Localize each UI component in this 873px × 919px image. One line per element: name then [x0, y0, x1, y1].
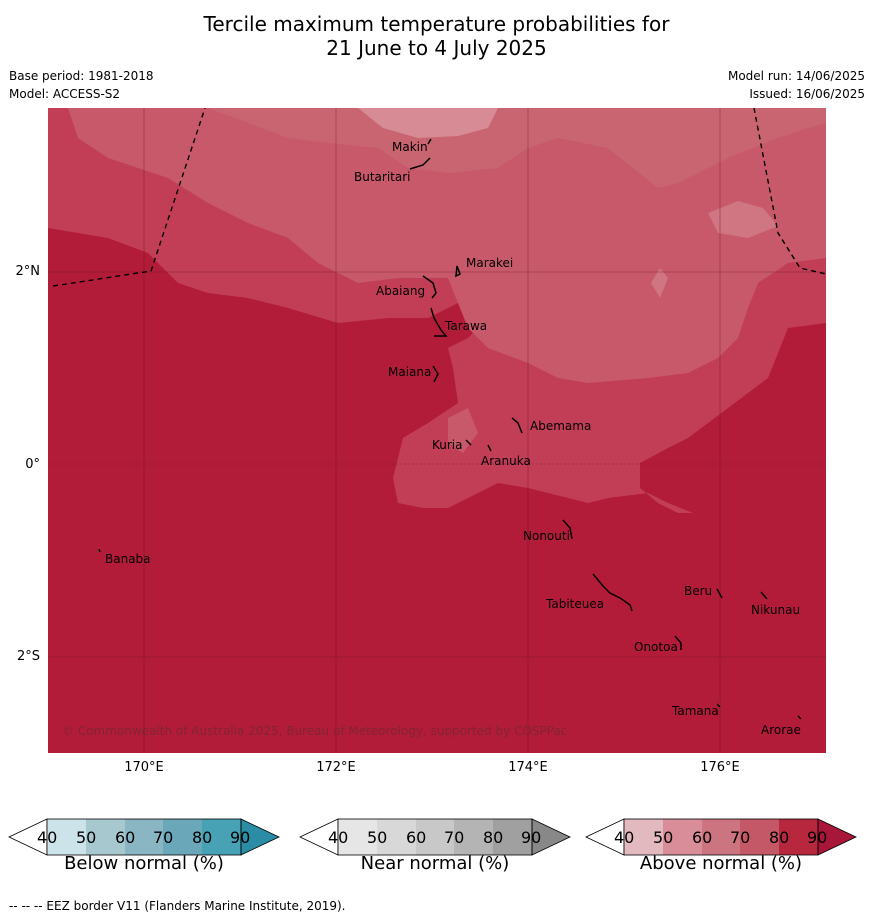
tick: 70 [444, 828, 465, 847]
lat-label-2s: 2°S [16, 649, 40, 664]
tick: 80 [483, 828, 504, 847]
zone-above-50 [358, 108, 498, 138]
place-label: Onotoa [634, 640, 678, 654]
tick: 50 [653, 828, 674, 847]
place-label: Arorae [761, 723, 801, 737]
place-label: Makin [392, 140, 428, 154]
meta-right: Model run: 14/06/2025 Issued: 16/06/2025 [728, 67, 865, 103]
tick: 70 [730, 828, 751, 847]
tick: 50 [76, 828, 97, 847]
place-label: Maiana [388, 365, 431, 379]
zone-above-60-upper [208, 108, 826, 188]
place-label: Nonouti [523, 529, 570, 543]
colorbar-near [299, 818, 571, 856]
tick: 40 [37, 828, 58, 847]
lon-label-176: 176°E [700, 760, 740, 775]
colorbar-above [585, 818, 857, 856]
tick: 60 [692, 828, 713, 847]
grid [48, 108, 826, 753]
tick: 90 [807, 828, 828, 847]
tick: 50 [367, 828, 388, 847]
patch-east-1 [708, 201, 778, 238]
lon-label-172: 172°E [316, 760, 356, 775]
place-label: Aranuka [481, 454, 531, 468]
zone-above-60 [68, 108, 826, 453]
legend-title-above: Above normal (%) [639, 853, 803, 874]
probability-map: Makin Butaritari Marakei Abaiang Tarawa … [48, 108, 826, 753]
tick: 60 [115, 828, 136, 847]
base-period: Base period: 1981-2018 [9, 69, 154, 83]
tick: 40 [328, 828, 349, 847]
place-label: Nikunau [751, 603, 800, 617]
place-label: Butaritari [354, 170, 411, 184]
title-line-2: 21 June to 4 July 2025 [326, 36, 547, 60]
tick: 40 [614, 828, 635, 847]
copyright-notice: © Commonwealth of Australia 2025, Bureau… [62, 724, 568, 738]
chart-title: Tercile maximum temperature probabilitie… [0, 12, 873, 60]
place-label: Kuria [432, 438, 463, 452]
model-name: Model: ACCESS-S2 [9, 87, 121, 101]
tick: 70 [153, 828, 174, 847]
lon-label-174: 174°E [508, 760, 548, 775]
tick: 80 [192, 828, 213, 847]
tick: 90 [230, 828, 251, 847]
tick: 80 [769, 828, 790, 847]
place-label: Tabiteuea [545, 597, 604, 611]
model-run: Model run: 14/06/2025 [727, 69, 865, 83]
patch-east-2 [651, 268, 668, 298]
place-label: Banaba [105, 552, 151, 566]
place-label: Abemama [530, 419, 591, 433]
place-labels: Makin Butaritari Marakei Abaiang Tarawa … [105, 140, 801, 737]
legend-title-below: Below normal (%) [64, 853, 224, 874]
lat-label-0: 0° [25, 457, 40, 472]
lat-label-2n: 2°N [15, 264, 41, 279]
place-label: Tarawa [444, 319, 487, 333]
place-label: Tamana [671, 704, 719, 718]
legend-title-near: Near normal (%) [360, 853, 510, 874]
title-line-1: Tercile maximum temperature probabilitie… [203, 12, 670, 36]
place-label: Abaiang [376, 284, 425, 298]
issued-date: Issued: 16/06/2025 [749, 87, 865, 101]
place-label: Beru [684, 584, 712, 598]
tick: 60 [406, 828, 427, 847]
colorbar-below [8, 818, 280, 856]
meta-left: Base period: 1981-2018 Model: ACCESS-S2 [9, 67, 154, 103]
tick: 90 [521, 828, 542, 847]
place-label: Marakei [466, 256, 513, 270]
islands [98, 138, 802, 720]
eez-footer-note: -- -- -- EEZ border V11 (Flanders Marine… [9, 899, 346, 913]
lon-label-170: 170°E [124, 760, 164, 775]
eez-borders [52, 108, 826, 287]
